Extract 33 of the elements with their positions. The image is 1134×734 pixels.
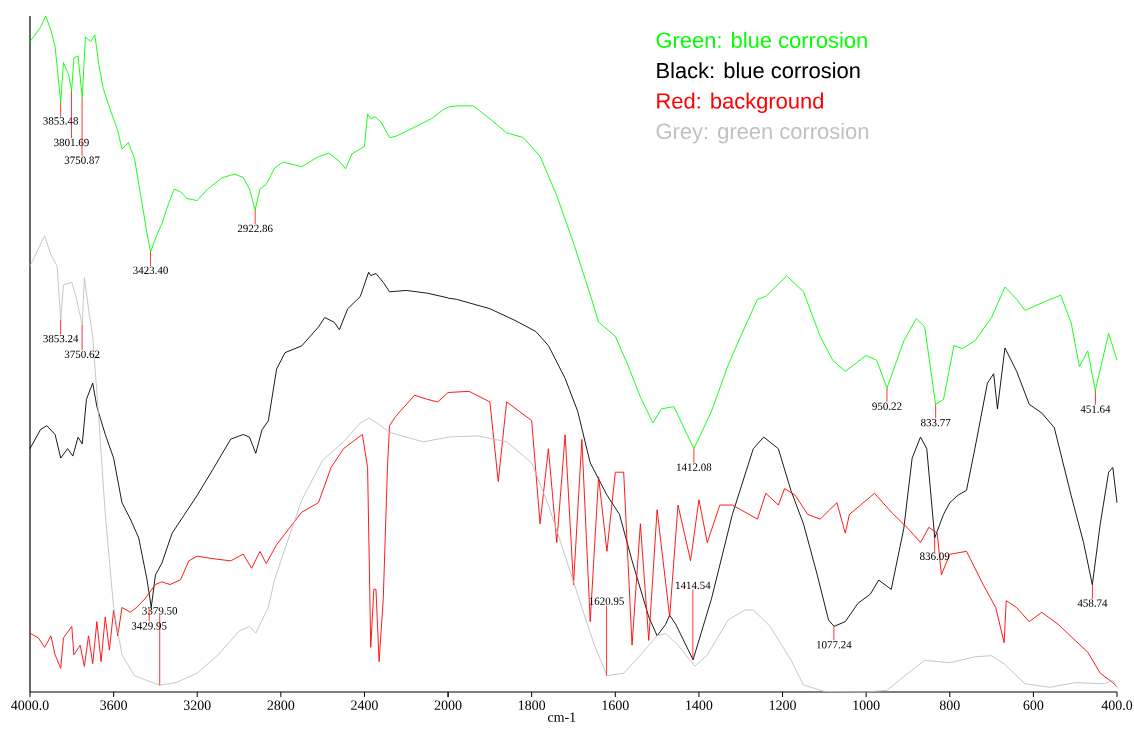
- annotation: 1077.24: [817, 641, 852, 649]
- x-tick-label: 2000: [434, 700, 462, 710]
- x-tick-label: 400.0: [1101, 700, 1133, 710]
- annotation: 3750.87: [64, 156, 100, 164]
- annotation: 3423.40: [133, 266, 168, 275]
- x-tick-label: 600: [1023, 700, 1044, 710]
- annotation: 3379.50: [142, 607, 178, 615]
- x-tick-label: 1800: [518, 700, 546, 710]
- x-axis-title: cm-1: [548, 712, 576, 722]
- x-tick-label: 2400: [351, 700, 378, 710]
- annotation: 3853.24: [43, 334, 79, 343]
- annotation: 3750.62: [64, 350, 100, 359]
- x-tick-label: 1600: [602, 700, 629, 710]
- x-tick-label: 800: [939, 700, 960, 710]
- x-tick-label: 1000: [853, 700, 880, 710]
- x-tick-label: 3600: [100, 700, 128, 710]
- x-tick-label: 1200: [769, 700, 796, 710]
- x-tick-label: 1400: [686, 700, 713, 710]
- annotation: 451.64: [1080, 405, 1111, 413]
- text: Green: blue corrosion: [656, 31, 867, 48]
- annotation: 3801.69: [54, 138, 89, 147]
- x-tick-label: 3200: [183, 700, 211, 710]
- x-tick-label: 2800: [267, 700, 295, 710]
- annotation: 1412.08: [677, 463, 712, 471]
- annotation: 458.74: [1077, 599, 1108, 607]
- annotation: 1414.54: [676, 581, 711, 590]
- annotation: 833.77: [921, 418, 951, 427]
- x-tick-label: 4000.0: [11, 700, 49, 710]
- annotation: 2922.86: [237, 224, 273, 233]
- text: Grey: green corrosion: [656, 122, 869, 144]
- annotation: 950.22: [872, 402, 902, 410]
- text: Black: blue corrosion: [657, 62, 860, 79]
- text: Red: background: [657, 92, 823, 114]
